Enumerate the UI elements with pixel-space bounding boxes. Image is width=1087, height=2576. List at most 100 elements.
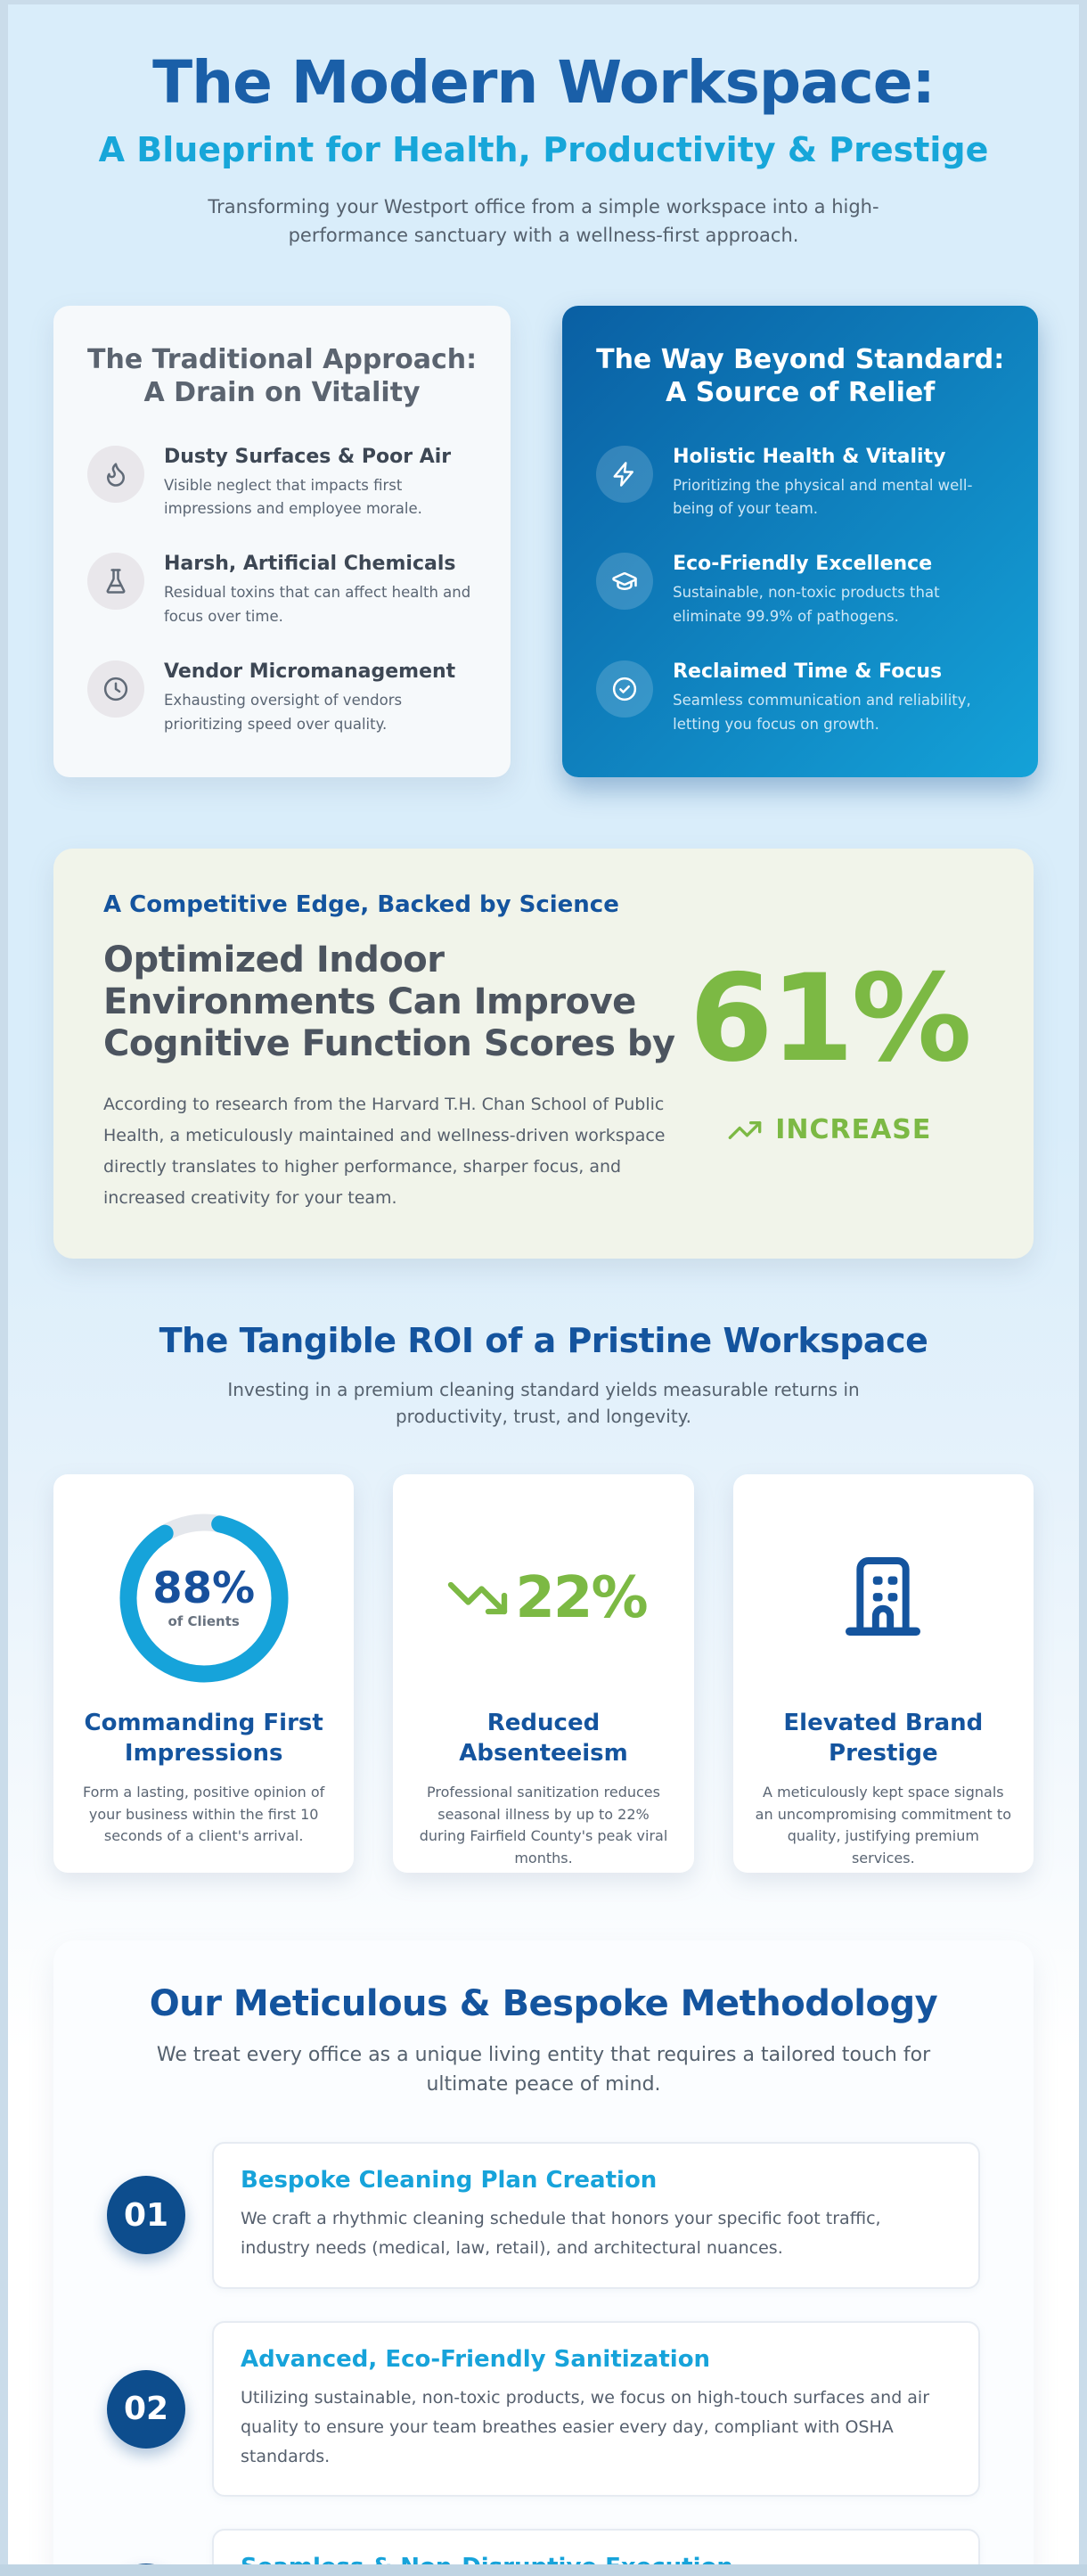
premium-items: Holistic Health & Vitality Prioritizing … <box>596 445 1004 736</box>
list-item: Vendor Micromanagement Exhausting oversi… <box>87 660 477 736</box>
page-title: The Modern Workspace: <box>152 48 936 117</box>
down-stat: 22% <box>440 1564 649 1631</box>
methodology-subheading: We treat every office as a unique living… <box>156 2044 931 2096</box>
list-item: Eco-Friendly Excellence Sustainable, non… <box>596 553 1004 628</box>
infographic-page: The Modern Workspace: A Blueprint for He… <box>8 4 1079 2564</box>
step-number-badge: 02 <box>107 2369 185 2449</box>
trending-up-icon <box>727 1112 763 1148</box>
science-heading: Optimized Indoor Environments Can Improv… <box>103 939 675 1066</box>
item-title: Eco-Friendly Excellence <box>673 553 933 576</box>
roi-card-description: A meticulously kept space signals an unc… <box>755 1783 1011 1867</box>
item-description: Seamless communication and reliability, … <box>673 692 971 733</box>
traditional-card-title: The Traditional Approach: A Drain on Vit… <box>87 343 477 410</box>
traditional-approach-card: The Traditional Approach: A Drain on Vit… <box>53 305 511 778</box>
flask-icon <box>87 553 144 611</box>
item-title: Reclaimed Time & Focus <box>673 660 943 684</box>
premium-title-line2: A Source of Relief <box>666 377 936 409</box>
roi-card-title: Reduced Absenteeism <box>459 1710 628 1767</box>
science-stat-card: A Competitive Edge, Backed by Science Op… <box>53 849 1034 1259</box>
item-description: Residual toxins that can affect health a… <box>164 584 471 625</box>
roi-subheading: Investing in a premium cleaning standard… <box>227 1379 860 1428</box>
science-eyebrow: A Competitive Edge, Backed by Science <box>103 891 619 919</box>
list-item: Reclaimed Time & Focus Seamless communic… <box>596 660 1004 736</box>
step-title: Bespoke Cleaning Plan Creation <box>241 2167 658 2195</box>
donut-label: of Clients <box>168 1612 240 1629</box>
step-box: Seamless & Non-Disruptive Execution Flex… <box>212 2529 980 2564</box>
methodology-card: Our Meticulous & Bespoke Methodology We … <box>53 1940 1034 2564</box>
header: The Modern Workspace: A Blueprint for He… <box>53 4 1034 250</box>
item-description: Visible neglect that impacts first impre… <box>164 476 422 518</box>
list-item: Harsh, Artificial Chemicals Residual tox… <box>87 553 477 628</box>
donut-center-text: 88% of Clients <box>119 1514 289 1683</box>
traditional-items: Dusty Surfaces & Poor Air Visible neglec… <box>87 445 477 736</box>
science-heading-line2: Environments Can Improve <box>103 981 636 1023</box>
header-description: Transforming your Westport office from a… <box>208 195 879 247</box>
item-description: Sustainable, non-toxic products that eli… <box>673 584 940 625</box>
reduced-absenteeism-card: 22% Reduced Absenteeism Professional san… <box>393 1474 694 1874</box>
brand-prestige-card: Elevated Brand Prestige A meticulously k… <box>732 1474 1034 1874</box>
step-number-badge: 01 <box>107 2176 185 2255</box>
list-item: Holistic Health & Vitality Prioritizing … <box>596 445 1004 521</box>
roi-card-description: Professional sanitization reduces season… <box>419 1783 668 1867</box>
item-text: Dusty Surfaces & Poor Air Visible neglec… <box>164 446 477 521</box>
science-body: According to research from the Harvard T… <box>103 1094 666 1209</box>
roi-card-title: Commanding First Impressions <box>84 1710 323 1767</box>
item-text: Holistic Health & Vitality Prioritizing … <box>673 446 1004 521</box>
step-row-1: 01 Bespoke Cleaning Plan Creation We cra… <box>107 2142 980 2289</box>
comparison-section: The Traditional Approach: A Drain on Vit… <box>53 305 1039 778</box>
flame-icon <box>87 445 144 503</box>
absenteeism-value: 22% <box>515 1564 648 1631</box>
premium-title-line1: The Way Beyond Standard: <box>596 343 1005 375</box>
step-description: We craft a rhythmic cleaning schedule th… <box>241 2209 881 2259</box>
methodology-heading: Our Meticulous & Bespoke Methodology <box>149 1983 938 2025</box>
trending-down-icon <box>440 1566 515 1630</box>
increase-stat-value: 61% <box>689 948 972 1088</box>
item-description: Prioritizing the physical and mental wel… <box>673 476 973 518</box>
item-title: Holistic Health & Vitality <box>673 445 946 468</box>
premium-card-title: The Way Beyond Standard: A Source of Rel… <box>596 343 1004 410</box>
clock-icon <box>87 660 144 718</box>
absenteeism-figure: 22% <box>414 1506 672 1689</box>
step-title: Seamless & Non-Disruptive Execution <box>241 2554 952 2564</box>
item-text: Harsh, Artificial Chemicals Residual tox… <box>164 553 477 628</box>
item-text: Vendor Micromanagement Exhausting oversi… <box>164 660 477 736</box>
item-text: Reclaimed Time & Focus Seamless communic… <box>673 660 1004 736</box>
item-description: Exhausting oversight of vendors prioriti… <box>164 692 403 733</box>
donut-chart: 88% of Clients <box>75 1506 332 1689</box>
roi-cards: 88% of Clients Commanding First Impressi… <box>53 1474 1034 1874</box>
lightning-icon <box>596 445 654 503</box>
step-title: Advanced, Eco-Friendly Sanitization <box>241 2345 711 2373</box>
roi-card-title: Elevated Brand Prestige <box>783 1710 984 1767</box>
step-box: Advanced, Eco-Friendly Sanitization Util… <box>212 2320 980 2498</box>
item-title: Vendor Micromanagement <box>164 660 456 684</box>
page-subtitle: A Blueprint for Health, Productivity & P… <box>98 129 989 169</box>
roi-heading: The Tangible ROI of a Pristine Workspace <box>159 1321 928 1361</box>
step-row-3: 03 Seamless & Non-Disruptive Execution F… <box>107 2529 980 2564</box>
donut-chart-graphic: 88% of Clients <box>119 1514 289 1683</box>
item-title: Harsh, Artificial Chemicals <box>164 553 456 576</box>
increase-label: INCREASE <box>775 1114 932 1146</box>
item-text: Eco-Friendly Excellence Sustainable, non… <box>673 553 1004 628</box>
science-heading-line3: Cognitive Function Scores by <box>103 1023 675 1065</box>
science-text-column: A Competitive Edge, Backed by Science Op… <box>103 891 675 1214</box>
roi-card-description: Form a lasting, positive opinion of your… <box>83 1783 325 1845</box>
step-box: Bespoke Cleaning Plan Creation We craft … <box>212 2142 980 2289</box>
step-row-2: 02 Advanced, Eco-Friendly Sanitization U… <box>107 2320 980 2498</box>
way-beyond-standard-card: The Way Beyond Standard: A Source of Rel… <box>562 305 1039 778</box>
roi-section: The Tangible ROI of a Pristine Workspace… <box>53 1321 1034 1874</box>
traditional-title-line1: The Traditional Approach: <box>87 343 478 375</box>
graduation-cap-icon <box>596 553 654 611</box>
list-item: Dusty Surfaces & Poor Air Visible neglec… <box>87 445 477 521</box>
traditional-title-line2: A Drain on Vitality <box>143 377 421 409</box>
item-title: Dusty Surfaces & Poor Air <box>164 445 452 468</box>
increase-row: INCREASE <box>727 1112 931 1148</box>
step-description: Utilizing sustainable, non-toxic product… <box>241 2387 930 2467</box>
first-impressions-card: 88% of Clients Commanding First Impressi… <box>53 1474 355 1874</box>
science-stat-column: 61% INCREASE <box>675 891 984 1214</box>
building-icon <box>755 1506 1012 1689</box>
check-circle-icon <box>596 660 654 718</box>
donut-value: 88% <box>152 1563 256 1613</box>
methodology-steps: 01 Bespoke Cleaning Plan Creation We cra… <box>107 2142 980 2564</box>
science-heading-line1: Optimized Indoor <box>103 939 445 981</box>
